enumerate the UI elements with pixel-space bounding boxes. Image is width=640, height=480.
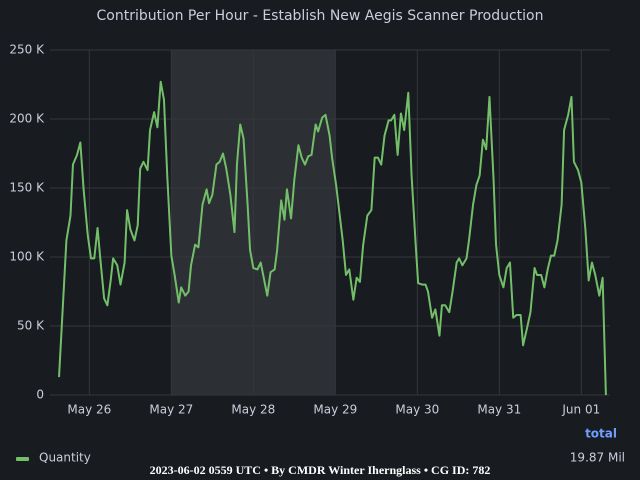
y-tick-label: 50 K: [17, 319, 45, 333]
x-tick-label: May 29: [313, 403, 357, 417]
x-tick-label: May 30: [395, 403, 439, 417]
x-tick-label: May 26: [67, 403, 111, 417]
legend-header: total: [585, 427, 617, 441]
chart-title: Contribution Per Hour - Establish New Ae…: [97, 8, 544, 24]
y-tick-label: 200 K: [9, 112, 45, 126]
footer: 2023-06-02 0559 UTC • By CMDR Winter Ihe…: [150, 463, 491, 477]
x-tick-label: May 28: [231, 403, 275, 417]
legend-label[interactable]: Quantity: [39, 451, 91, 465]
y-tick-label: 0: [36, 388, 44, 402]
y-tick-label: 150 K: [9, 181, 45, 195]
y-tick-label: 250 K: [9, 43, 45, 57]
legend-swatch[interactable]: [16, 457, 29, 461]
x-tick-label: May 27: [149, 403, 193, 417]
x-tick-label: May 31: [477, 403, 521, 417]
legend-total: 19.87 Mil: [570, 451, 625, 465]
x-tick-label: Jun 01: [561, 403, 600, 417]
y-tick-label: 100 K: [9, 250, 45, 264]
data-line: [58, 80, 607, 396]
